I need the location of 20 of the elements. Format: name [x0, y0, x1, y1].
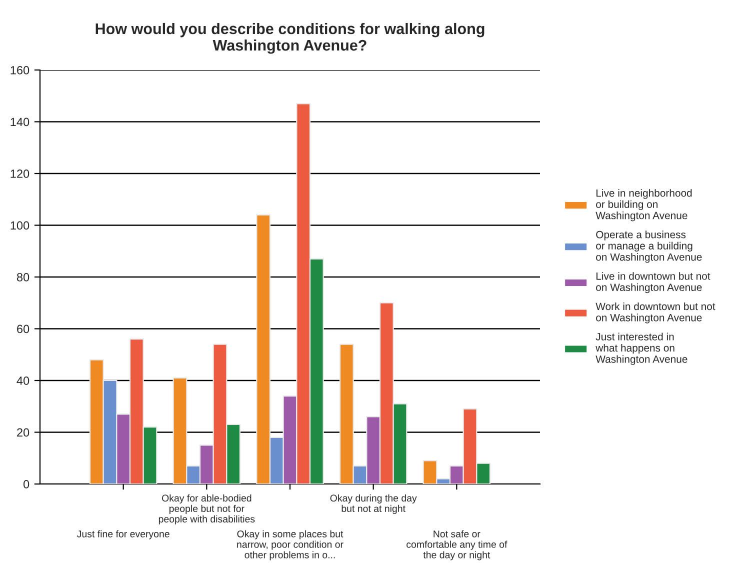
legend-label: Live in neighborhood or building on Washington Avenue [596, 189, 692, 222]
y-tick-label: 160 [10, 66, 30, 74]
x-tick-label: Not safe or comfortable any time of the day or night [406, 530, 508, 560]
legend-label: Work in downtown but not on Washington Avenue [596, 302, 716, 324]
legend-label: Just interested in what happens on Washington Avenue [596, 332, 688, 365]
x-tick-label: Okay in some places but narrow, poor condition or other problems in o... [237, 530, 344, 560]
y-tick-label: 120 [10, 170, 30, 178]
y-tick-label: 40 [16, 376, 30, 385]
y-tick-label: 60 [17, 324, 30, 334]
y-tick-label: 80 [16, 273, 30, 282]
y-tick-label: 140 [10, 118, 30, 126]
chart-title: How would you describe conditions for walking along Washington Avenue? [96, 22, 484, 54]
legend-label: Operate a business or manage a building on Washington Avenue [596, 230, 702, 263]
x-tick-label: Just fine for everyone [77, 530, 170, 540]
x-tick-label: Okay during the day but not at night [330, 494, 417, 514]
x-tick-label: Okay for able-bodied people but not for people with disabilities [158, 494, 255, 524]
y-tick-label: 20 [17, 428, 30, 437]
y-tick-label: 0 [23, 480, 30, 488]
legend-label: Live in downtown but not on Washington Avenue [596, 272, 710, 294]
y-tick-label: 100 [10, 221, 30, 230]
